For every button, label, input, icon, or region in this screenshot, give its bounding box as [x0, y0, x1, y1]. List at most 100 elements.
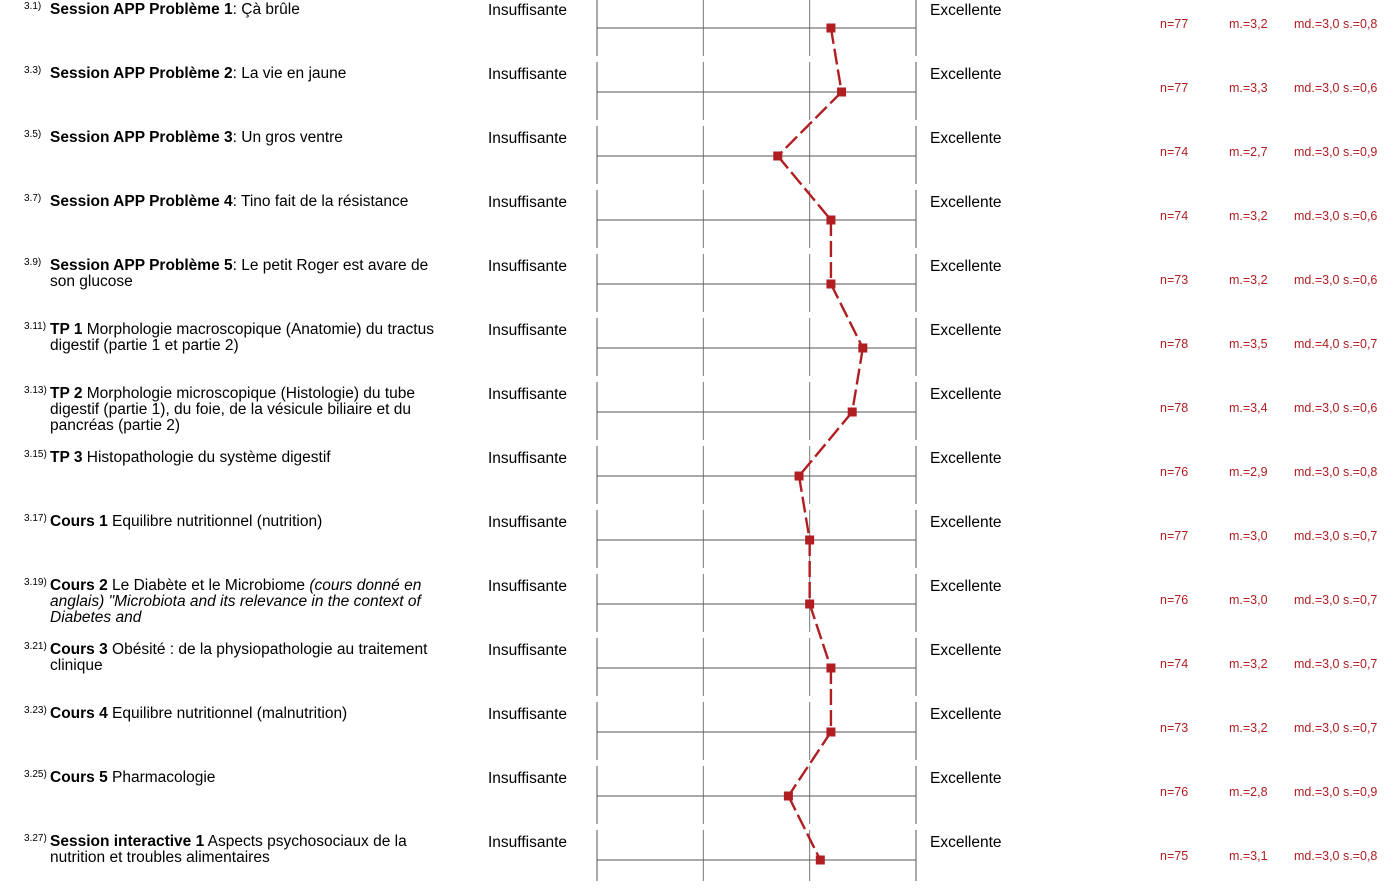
question-title-bold: Cours 3 [50, 641, 108, 658]
question-title-bold: Cours 4 [50, 705, 108, 722]
question-title-bold: Cours 1 [50, 513, 108, 530]
stat-mean: m.=3,5 [1229, 337, 1268, 351]
stat-median-sd: md.=3,0 s.=0,6 [1294, 273, 1378, 287]
mean-connector-line [787, 731, 832, 797]
stat-count: n=77 [1160, 17, 1189, 31]
mean-marker [837, 87, 847, 97]
question-label: Cours 5 Pharmacologie [50, 770, 445, 786]
stat-count: n=76 [1160, 465, 1189, 479]
question-number: 3.7) [24, 193, 42, 204]
question-title-bold: Session APP Problème 5 [50, 257, 233, 274]
scale-low-label: Insuffisante [488, 386, 567, 403]
question-title-text: Histopathologie du système digestif [82, 449, 331, 466]
question-title-text: Equilibre nutritionnel (malnutrition) [107, 705, 348, 722]
question-title-text: Morphologie macroscopique (Anatomie) du … [50, 321, 434, 354]
question-label: TP 3 Histopathologie du système digestif [50, 450, 445, 466]
stat-mean: m.=2,8 [1229, 785, 1268, 799]
mean-connector-line [776, 91, 843, 157]
question-title-bold: Session APP Problème 2 [50, 65, 233, 82]
stat-count: n=78 [1160, 337, 1189, 351]
scale-low-label: Insuffisante [488, 706, 567, 723]
mean-connector-line [829, 283, 864, 349]
stat-count: n=77 [1160, 81, 1189, 95]
stat-count: n=75 [1160, 849, 1189, 863]
question-number: 3.11) [24, 321, 47, 332]
stat-mean: m.=3,1 [1229, 849, 1268, 863]
question-title-text: Obésité : de la physiopathologie au trai… [50, 641, 428, 674]
stat-mean: m.=3,2 [1229, 721, 1268, 735]
stat-count: n=73 [1160, 273, 1189, 287]
question-title-bold: Cours 2 [50, 577, 108, 594]
stat-mean: m.=2,9 [1229, 465, 1268, 479]
mean-marker [815, 855, 825, 865]
question-number: 3.21) [24, 641, 47, 652]
scale-high-label: Excellente [930, 450, 1002, 467]
mean-marker [783, 791, 793, 801]
stat-median-sd: md.=3,0 s.=0,6 [1294, 401, 1378, 415]
question-number: 3.15) [24, 449, 47, 460]
question-label: Cours 2 Le Diabète et le Microbiome (cou… [50, 578, 445, 626]
question-number: 3.5) [24, 129, 42, 140]
scale-low-label: Insuffisante [488, 770, 567, 787]
mean-connector-line [808, 603, 833, 669]
question-row: 3.3) Session APP Problème 2: La vie en ja… [0, 64, 1399, 128]
question-row: 3.19) Cours 2 Le Diabète et le Microbiome… [0, 576, 1399, 640]
scale-low-label: Insuffisante [488, 2, 567, 19]
scale-high-label: Excellente [930, 834, 1002, 851]
question-title-text: Pharmacologie [107, 769, 216, 786]
stat-median-sd: md.=3,0 s.=0,7 [1294, 593, 1378, 607]
scale-high-label: Excellente [930, 770, 1002, 787]
question-row: 3.25) Cours 5 Pharmacologie Insuffisante Ex… [0, 768, 1399, 832]
question-title-text: : Un gros ventre [232, 129, 343, 146]
question-row: 3.1) Session APP Problème 1: Çà brûle Insu… [0, 0, 1399, 64]
question-number: 3.1) [24, 1, 42, 12]
scale-low-label: Insuffisante [488, 258, 567, 275]
scale-high-label: Excellente [930, 642, 1002, 659]
stat-count: n=76 [1160, 785, 1189, 799]
question-title-text: Le Diabète et le Microbiome [107, 577, 310, 594]
mean-marker [794, 471, 804, 481]
mean-marker [826, 727, 836, 737]
mean-marker [826, 279, 836, 289]
stat-median-sd: md.=3,0 s.=0,8 [1294, 849, 1378, 863]
question-title-bold: TP 1 [50, 321, 83, 338]
stat-median-sd: md.=3,0 s.=0,7 [1294, 657, 1378, 671]
question-title-bold: Session APP Problème 4 [50, 193, 233, 210]
question-title-bold: Session APP Problème 3 [50, 129, 233, 146]
question-label: Cours 4 Equilibre nutritionnel (malnutri… [50, 706, 445, 722]
question-label: Session APP Problème 5: Le petit Roger e… [50, 258, 445, 290]
stat-mean: m.=3,2 [1229, 657, 1268, 671]
mean-connector-line [829, 27, 843, 93]
question-number: 3.23) [24, 705, 47, 716]
question-title-text: Aspects psychosociaux de la nutrition et… [50, 833, 407, 866]
question-label: Session APP Problème 1: Çà brûle [50, 2, 445, 18]
question-number: 3.3) [24, 65, 42, 76]
mean-marker [826, 23, 836, 33]
stat-median-sd: md.=3,0 s.=0,9 [1294, 785, 1378, 799]
question-row: 3.5) Session APP Problème 3: Un gros vent… [0, 128, 1399, 192]
stat-mean: m.=3,4 [1229, 401, 1268, 415]
scale-high-label: Excellente [930, 322, 1002, 339]
stat-median-sd: md.=3,0 s.=0,7 [1294, 721, 1378, 735]
question-label: Session interactive 1 Aspects psychosoci… [50, 834, 445, 866]
scale-high-label: Excellente [930, 258, 1002, 275]
mean-marker [773, 151, 783, 161]
question-row: 3.15) TP 3 Histopathologie du système dig… [0, 448, 1399, 512]
question-title-italic: (cours donné en anglais) "Microbiota and… [50, 577, 422, 626]
stat-count: n=74 [1160, 209, 1189, 223]
question-label: TP 1 Morphologie macroscopique (Anatomie… [50, 322, 445, 354]
question-label: TP 2 Morphologie microscopique (Histolog… [50, 386, 445, 434]
scale-low-label: Insuffisante [488, 642, 567, 659]
scale-high-label: Excellente [930, 514, 1002, 531]
mean-connector-line [787, 795, 822, 861]
stat-count: n=74 [1160, 145, 1189, 159]
question-title-bold: TP 2 [50, 385, 83, 402]
question-row: 3.13) TP 2 Morphologie microscopique (His… [0, 384, 1399, 448]
scale-low-label: Insuffisante [488, 514, 567, 531]
scale-high-label: Excellente [930, 578, 1002, 595]
question-label: Session APP Problème 2: La vie en jaune [50, 66, 445, 82]
stat-mean: m.=3,2 [1229, 273, 1268, 287]
question-label: Session APP Problème 3: Un gros ventre [50, 130, 445, 146]
mean-connector-line [797, 475, 811, 541]
